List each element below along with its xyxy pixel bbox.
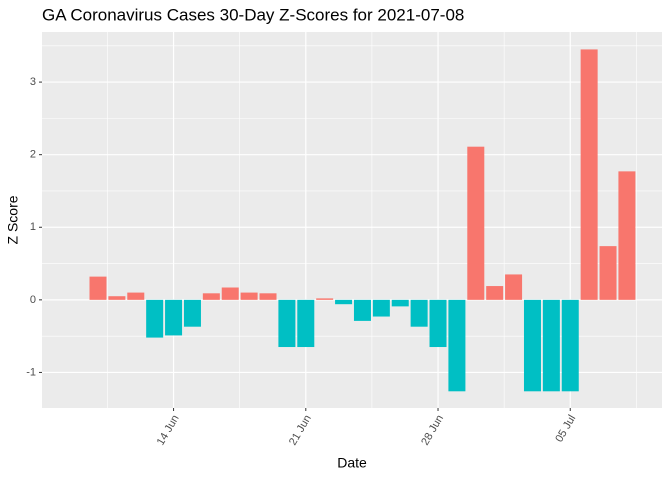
- bar: [486, 286, 504, 300]
- y-tick-label: 2: [30, 149, 36, 161]
- y-tick-label: -1: [26, 366, 36, 378]
- bar: [278, 299, 296, 348]
- bar: [335, 299, 353, 305]
- bar: [542, 299, 560, 392]
- bar: [523, 299, 541, 392]
- chart-title: GA Coronavirus Cases 30-Day Z-Scores for…: [42, 5, 464, 24]
- x-tick-label: 28 Jun: [419, 413, 446, 448]
- bar: [259, 293, 277, 300]
- x-axis-label: Date: [337, 455, 367, 471]
- bar: [353, 299, 371, 321]
- y-axis-label: Z Score: [5, 195, 21, 244]
- bar: [505, 274, 523, 300]
- bar: [599, 246, 617, 300]
- x-tick-label: 14 Jun: [155, 413, 182, 448]
- bar: [372, 299, 390, 317]
- y-tick-label: 3: [30, 76, 36, 88]
- bar: [240, 292, 258, 300]
- x-tick-label: 05 Jul: [553, 413, 578, 444]
- bar: [316, 298, 334, 300]
- bar: [448, 299, 466, 392]
- y-tick-label: 1: [30, 221, 36, 233]
- y-tick-label: 0: [30, 294, 36, 306]
- bar: [183, 299, 201, 327]
- bar: [221, 287, 239, 300]
- bar: [127, 292, 145, 300]
- bar: [202, 293, 220, 300]
- bar: [580, 49, 598, 300]
- bar: [297, 299, 315, 348]
- bar: [467, 146, 485, 300]
- bar: [561, 299, 579, 392]
- bar: [89, 276, 107, 300]
- x-tick-label: 21 Jun: [287, 413, 314, 448]
- bar: [146, 299, 164, 338]
- bar: [108, 296, 126, 300]
- bar: [391, 299, 409, 307]
- bar: [410, 299, 428, 327]
- bar: [618, 171, 636, 300]
- bar: [165, 299, 183, 336]
- bar: [429, 299, 447, 348]
